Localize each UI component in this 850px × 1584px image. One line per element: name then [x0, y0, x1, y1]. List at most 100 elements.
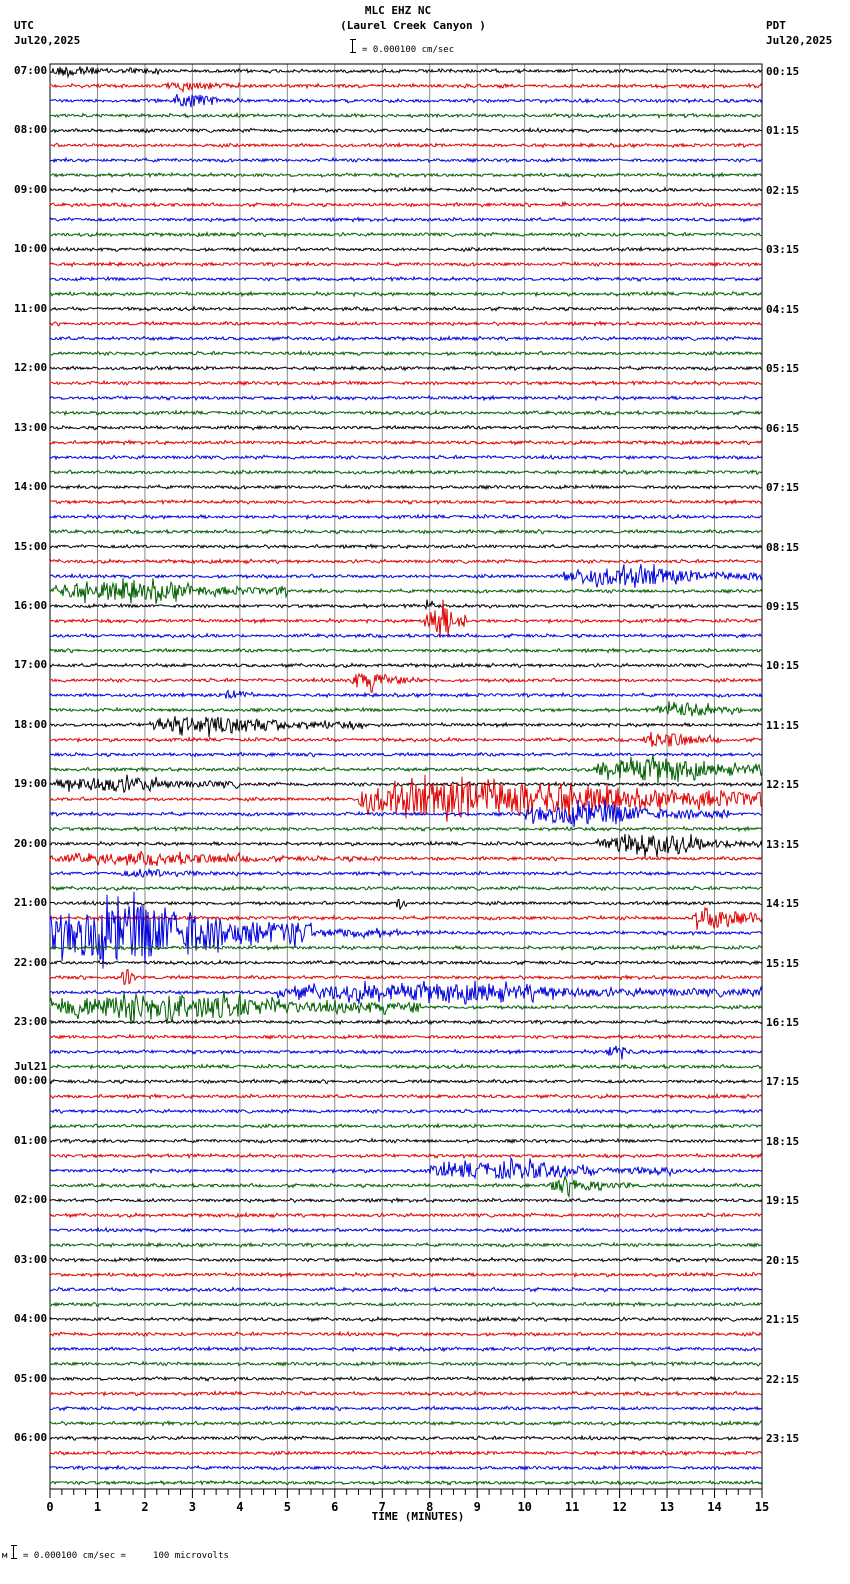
- pdt-hour-label: 00:15: [766, 65, 800, 78]
- trace: [49, 334, 763, 342]
- station-location: (Laurel Creek Canyon ): [340, 19, 486, 32]
- trace: [49, 156, 763, 164]
- trace: [49, 850, 763, 867]
- trace: [49, 186, 763, 194]
- trace: [49, 409, 763, 417]
- trace: [49, 753, 763, 784]
- pdt-hour-label: 21:15: [766, 1313, 800, 1327]
- pdt-hour-label: 05:15: [766, 362, 800, 376]
- trace: [49, 290, 763, 298]
- utc-hour-label: 18:00: [14, 717, 48, 731]
- trace: [49, 944, 763, 952]
- x-tick-label: 0: [46, 1500, 53, 1514]
- trace: [49, 884, 763, 892]
- x-tick-label: 10: [517, 1500, 531, 1514]
- trace: [49, 867, 763, 878]
- right-date: Jul20,2025: [766, 34, 833, 47]
- utc-hour-label: 17:00: [14, 658, 48, 672]
- x-tick-label: 5: [284, 1500, 291, 1514]
- trace: [49, 906, 763, 930]
- utc-hour-label: 10:00: [14, 242, 48, 256]
- trace: [49, 1256, 763, 1263]
- trace: [49, 1479, 763, 1486]
- trace: [49, 498, 763, 506]
- trace: [49, 543, 763, 550]
- pdt-hour-label: 04:15: [766, 302, 800, 316]
- x-tick-label: 7: [379, 1500, 386, 1514]
- trace: [49, 825, 763, 833]
- trace: [49, 394, 763, 402]
- trace: [49, 774, 763, 822]
- pdt-hour-label: 14:15: [766, 897, 800, 911]
- trace: [49, 661, 763, 669]
- trace: [49, 1137, 762, 1145]
- utc-hour-label: 00:00: [14, 1074, 48, 1088]
- trace: [49, 1360, 763, 1368]
- utc-hour-label: 14:00: [14, 480, 48, 494]
- x-tick-label: 9: [474, 1500, 481, 1514]
- trace: [49, 1405, 763, 1412]
- trace: [49, 1419, 763, 1427]
- footer-scale-prefix: м: [2, 1551, 8, 1561]
- trace: [49, 468, 763, 476]
- trace: [49, 1449, 763, 1457]
- utc-hour-label: 20:00: [14, 836, 48, 850]
- trace: [49, 513, 763, 521]
- trace: [49, 564, 763, 588]
- trace: [49, 200, 763, 208]
- pdt-hour-label: 09:15: [766, 599, 800, 613]
- trace: [49, 81, 763, 94]
- trace: [49, 1033, 763, 1041]
- x-tick-label: 6: [331, 1500, 338, 1514]
- x-tick-label: 4: [236, 1500, 243, 1514]
- trace: [49, 379, 763, 387]
- trace: [49, 1434, 763, 1442]
- utc-hour-label: 03:00: [14, 1252, 48, 1266]
- trace: [49, 1018, 763, 1026]
- trace: [49, 1301, 763, 1308]
- trace: [49, 171, 763, 179]
- trace: [49, 1315, 763, 1323]
- trace: [49, 751, 763, 758]
- pdt-hour-label: 06:15: [766, 421, 800, 435]
- trace: [49, 1078, 763, 1085]
- trace: [49, 1152, 763, 1160]
- right-timezone: PDT: [766, 19, 786, 32]
- left-timezone: UTC: [14, 19, 34, 32]
- pdt-hour-label: 22:15: [766, 1372, 800, 1386]
- x-tick-label: 8: [426, 1500, 433, 1514]
- trace: [49, 689, 763, 699]
- pdt-hour-label: 19:15: [766, 1194, 800, 1208]
- trace: [49, 141, 763, 149]
- trace: [49, 94, 763, 108]
- date-label: Jul21: [14, 1060, 48, 1074]
- trace: [49, 453, 763, 461]
- trace: [49, 891, 763, 969]
- utc-hour-label: 05:00: [14, 1371, 48, 1385]
- trace: [49, 1092, 763, 1100]
- x-tick-label: 11: [565, 1500, 579, 1514]
- utc-hour-label: 15:00: [14, 539, 48, 553]
- trace: [49, 230, 763, 238]
- trace: [49, 1270, 763, 1279]
- trace: [49, 968, 762, 985]
- x-tick-label: 2: [141, 1500, 148, 1514]
- x-tick-label: 14: [707, 1500, 721, 1514]
- footer-scale-bar-icon: [11, 1545, 20, 1559]
- trace: [49, 716, 763, 738]
- x-tick-label: 12: [612, 1500, 626, 1514]
- trace: [49, 557, 763, 565]
- utc-hour-label: 23:00: [14, 1015, 48, 1029]
- trace: [49, 599, 763, 611]
- pdt-hour-label: 13:15: [766, 837, 800, 851]
- trace: [49, 980, 763, 1005]
- pdt-hour-label: 18:15: [766, 1134, 800, 1148]
- trace: [49, 1226, 763, 1234]
- x-tick-label: 1: [94, 1500, 101, 1514]
- trace: [49, 245, 763, 253]
- utc-hour-label: 11:00: [14, 301, 48, 315]
- trace: [49, 632, 763, 639]
- trace: [49, 1389, 763, 1398]
- pdt-hour-label: 08:15: [766, 540, 800, 554]
- trace: [49, 1197, 763, 1204]
